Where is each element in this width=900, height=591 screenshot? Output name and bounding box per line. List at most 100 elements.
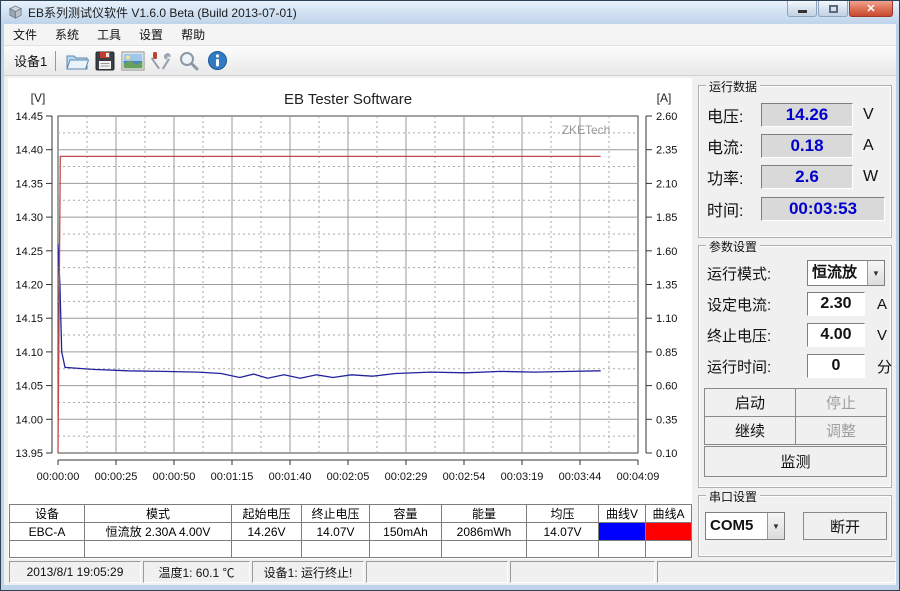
svg-text:14.45: 14.45 [15, 111, 43, 123]
cutoff-voltage-input[interactable]: 4.00 [807, 323, 865, 347]
stop-button[interactable]: 停止 [795, 388, 887, 417]
svg-text:[V]: [V] [31, 91, 46, 105]
svg-text:1.85: 1.85 [656, 212, 677, 224]
col-curve-a: 曲线A [645, 504, 692, 523]
svg-text:1.35: 1.35 [656, 280, 677, 292]
run-data-title: 运行数据 [706, 78, 761, 95]
toolbar: 设备1 [4, 46, 896, 76]
status-empty-3 [657, 561, 896, 583]
settings-tools-button[interactable] [147, 48, 175, 74]
svg-text:14.15: 14.15 [15, 313, 43, 325]
svg-text:14.25: 14.25 [15, 246, 43, 258]
com-port-value: COM5 [710, 517, 754, 534]
svg-text:1.10: 1.10 [656, 313, 677, 325]
power-display: 2.6 [761, 165, 853, 189]
svg-text:2.60: 2.60 [656, 111, 677, 123]
statusbar: 2013/8/1 19:05:29 温度1: 60.1 ℃ 设备1: 运行终止! [4, 559, 896, 585]
col-mode: 模式 [84, 504, 232, 523]
cell-device: EBC-A [9, 522, 85, 541]
svg-text:14.20: 14.20 [15, 280, 43, 292]
export-image-button[interactable] [119, 48, 147, 74]
svg-text:13.95: 13.95 [15, 448, 43, 460]
minimize-button[interactable] [787, 1, 817, 17]
set-current-input[interactable]: 2.30 [807, 292, 865, 316]
power-label: 功率: [707, 171, 744, 188]
svg-text:1.60: 1.60 [656, 246, 677, 258]
curve-a-swatch[interactable] [645, 522, 692, 541]
status-empty-2 [510, 561, 655, 583]
curve-v-swatch[interactable] [598, 522, 646, 541]
com-port-select[interactable]: COM5 ▼ [705, 512, 785, 540]
info-icon [207, 51, 227, 70]
svg-text:14.40: 14.40 [15, 145, 43, 157]
com-chevron-down-icon[interactable]: ▼ [767, 513, 784, 539]
voltage-unit: V [863, 106, 874, 123]
svg-text:00:02:05: 00:02:05 [327, 471, 370, 483]
maximize-button[interactable] [818, 1, 848, 17]
chevron-down-icon[interactable]: ▼ [867, 261, 884, 285]
table-row[interactable]: EBC-A 恒流放 2.30A 4.00V 14.26V 14.07V 150m… [9, 522, 692, 541]
cell-capacity: 150mAh [369, 522, 442, 541]
svg-text:14.30: 14.30 [15, 212, 43, 224]
run-time-input[interactable]: 0 [807, 354, 865, 378]
zoom-button[interactable] [175, 48, 203, 74]
menu-tools[interactable]: 工具 [97, 28, 122, 42]
menu-file[interactable]: 文件 [13, 28, 38, 42]
status-empty-1 [366, 561, 508, 583]
monitor-button[interactable]: 监测 [704, 446, 887, 477]
menu-help[interactable]: 帮助 [181, 28, 206, 42]
tools-icon [151, 51, 171, 70]
col-energy: 能量 [441, 504, 527, 523]
voltage-display: 14.26 [761, 103, 853, 127]
status-device: 设备1: 运行终止! [252, 561, 364, 583]
open-file-button[interactable] [63, 48, 91, 74]
svg-text:14.10: 14.10 [15, 347, 43, 359]
set-current-label: 设定电流: [707, 296, 772, 314]
set-current-unit: A [877, 295, 888, 313]
status-temperature: 温度1: 60.1 ℃ [143, 561, 250, 583]
current-display: 0.18 [761, 134, 853, 158]
adjust-button[interactable]: 调整 [795, 416, 887, 445]
start-button[interactable]: 启动 [704, 388, 796, 417]
svg-text:0.60: 0.60 [656, 381, 677, 393]
toolbar-separator [55, 50, 57, 71]
magnifier-icon [180, 51, 199, 70]
status-datetime: 2013/8/1 19:05:29 [9, 561, 141, 583]
menubar: 文件 系统 工具 设置 帮助 [4, 24, 896, 46]
svg-text:00:03:44: 00:03:44 [559, 471, 602, 483]
svg-text:00:01:40: 00:01:40 [269, 471, 312, 483]
chart-panel: 00:00:00 00:00:25 00:00:50 00:01:15 00:01:40… [8, 78, 692, 559]
titlebar[interactable]: EB系列测试仪软件 V1.6.0 Beta (Build 2013-07-01)… [1, 1, 899, 24]
svg-text:00:02:54: 00:02:54 [443, 471, 486, 483]
params-title: 参数设置 [706, 238, 761, 255]
run-mode-select[interactable]: 恒流放 ▼ [807, 260, 885, 286]
close-button[interactable]: ✕ [849, 1, 893, 17]
floppy-disk-icon [95, 51, 115, 70]
svg-text:00:01:15: 00:01:15 [211, 471, 254, 483]
disconnect-button[interactable]: 断开 [803, 512, 887, 540]
cutoff-voltage-label: 终止电压: [707, 327, 772, 345]
run-mode-value: 恒流放 [812, 264, 858, 281]
device-tab[interactable]: 设备1 [14, 54, 48, 69]
svg-text:14.05: 14.05 [15, 381, 43, 393]
continue-button[interactable]: 继续 [704, 416, 796, 445]
serial-title: 串口设置 [706, 488, 761, 505]
svg-text:[A]: [A] [657, 91, 672, 105]
svg-text:0.85: 0.85 [656, 347, 677, 359]
run-time-unit: 分 [877, 358, 893, 376]
right-panel: 运行数据 电压: 14.26 V 电流: 0.18 A 功率: 2.6 W [695, 77, 895, 559]
save-button[interactable] [91, 48, 119, 74]
results-table[interactable]: 设备 模式 起始电压 终止电压 容量 能量 均压 曲线V 曲线A EBC-A 恒… [9, 504, 692, 558]
table-row-empty [9, 540, 692, 558]
about-button[interactable] [203, 48, 231, 74]
power-unit: W [863, 168, 879, 185]
close-icon: ✕ [866, 3, 876, 15]
menu-settings[interactable]: 设置 [139, 28, 164, 42]
voltage-label: 电压: [707, 109, 744, 126]
menu-system[interactable]: 系统 [55, 28, 80, 42]
svg-text:14.00: 14.00 [15, 414, 43, 426]
col-avg-voltage: 均压 [526, 504, 599, 523]
window-title: EB系列测试仪软件 V1.6.0 Beta (Build 2013-07-01) [28, 6, 297, 20]
cell-start-voltage: 14.26V [231, 522, 302, 541]
